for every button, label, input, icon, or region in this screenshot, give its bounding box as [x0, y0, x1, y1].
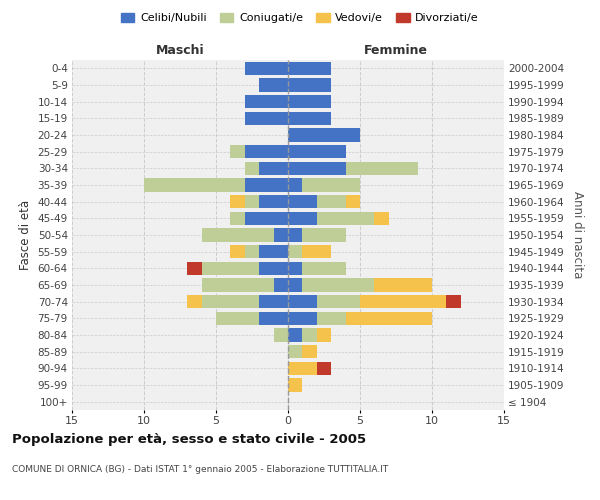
Bar — [245, 245, 259, 258]
Bar — [245, 212, 288, 225]
Bar — [216, 312, 259, 325]
Bar — [202, 295, 259, 308]
Bar — [259, 312, 288, 325]
Bar — [317, 195, 346, 208]
Bar — [202, 262, 259, 275]
Bar — [274, 228, 288, 241]
Bar — [288, 295, 317, 308]
Bar — [245, 62, 288, 75]
Bar — [317, 312, 346, 325]
Bar — [259, 262, 288, 275]
Bar — [302, 345, 317, 358]
Bar — [317, 295, 360, 308]
Bar — [202, 228, 274, 241]
Text: COMUNE DI ORNICA (BG) - Dati ISTAT 1° gennaio 2005 - Elaborazione TUTTITALIA.IT: COMUNE DI ORNICA (BG) - Dati ISTAT 1° ge… — [12, 466, 388, 474]
Bar — [288, 195, 317, 208]
Bar — [317, 362, 331, 375]
Bar — [374, 212, 389, 225]
Legend: Celibi/Nubili, Coniugati/e, Vedovi/e, Divorziati/e: Celibi/Nubili, Coniugati/e, Vedovi/e, Di… — [117, 8, 483, 28]
Bar — [230, 195, 245, 208]
Bar — [230, 212, 245, 225]
Bar — [288, 328, 302, 342]
Text: Maschi: Maschi — [155, 44, 205, 57]
Bar — [288, 228, 302, 241]
Bar — [288, 95, 331, 108]
Bar — [288, 112, 331, 125]
Bar — [302, 278, 374, 291]
Y-axis label: Anni di nascita: Anni di nascita — [571, 192, 584, 278]
Bar — [259, 162, 288, 175]
Bar — [288, 345, 302, 358]
Bar — [346, 162, 418, 175]
Bar — [245, 162, 259, 175]
Bar — [288, 212, 317, 225]
Bar — [274, 278, 288, 291]
Bar — [187, 295, 202, 308]
Bar — [288, 78, 331, 92]
Bar — [245, 95, 288, 108]
Bar — [446, 295, 461, 308]
Bar — [302, 328, 317, 342]
Bar — [288, 162, 346, 175]
Bar — [302, 228, 346, 241]
Bar — [288, 278, 302, 291]
Bar — [202, 278, 274, 291]
Bar — [288, 62, 331, 75]
Bar — [346, 312, 432, 325]
Bar — [288, 378, 302, 392]
Bar — [288, 245, 302, 258]
Bar — [288, 128, 360, 141]
Y-axis label: Fasce di età: Fasce di età — [19, 200, 32, 270]
Bar — [302, 245, 331, 258]
Bar — [288, 145, 346, 158]
Bar — [302, 178, 360, 192]
Bar — [346, 195, 360, 208]
Bar — [317, 212, 374, 225]
Bar — [259, 78, 288, 92]
Bar — [245, 145, 288, 158]
Bar — [288, 362, 317, 375]
Bar — [374, 278, 432, 291]
Bar — [274, 328, 288, 342]
Bar — [230, 245, 245, 258]
Bar — [317, 328, 331, 342]
Bar — [259, 195, 288, 208]
Bar — [230, 145, 245, 158]
Bar — [245, 195, 259, 208]
Bar — [259, 295, 288, 308]
Bar — [288, 312, 317, 325]
Text: Popolazione per età, sesso e stato civile - 2005: Popolazione per età, sesso e stato civil… — [12, 432, 366, 446]
Bar — [288, 178, 302, 192]
Bar — [144, 178, 245, 192]
Bar — [187, 262, 202, 275]
Bar — [302, 262, 346, 275]
Bar — [288, 262, 302, 275]
Text: Femmine: Femmine — [364, 44, 428, 57]
Bar — [245, 178, 288, 192]
Bar — [259, 245, 288, 258]
Bar — [245, 112, 288, 125]
Bar — [360, 295, 446, 308]
